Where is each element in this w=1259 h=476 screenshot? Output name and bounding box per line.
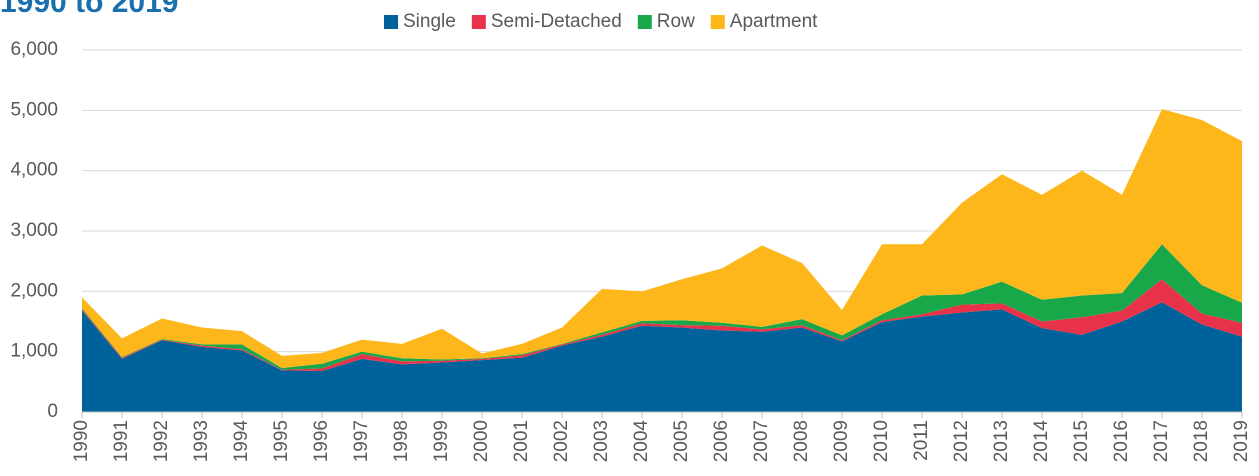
- legend-swatch: [384, 15, 398, 29]
- y-tick-label: 5,000: [10, 99, 58, 120]
- legend-label: Apartment: [730, 11, 818, 32]
- legend-label: Semi-Detached: [491, 11, 622, 32]
- area: [82, 109, 1242, 368]
- y-tick-label: 0: [47, 401, 58, 422]
- x-tick-label: 2011: [911, 420, 932, 461]
- x-tick-label: 2007: [751, 420, 772, 462]
- x-tick-label: 2018: [1191, 420, 1212, 462]
- legend-label: Row: [657, 11, 695, 32]
- area: [82, 279, 1242, 371]
- y-tick-label: 6,000: [10, 39, 58, 60]
- x-tick-label: 2008: [791, 420, 812, 462]
- x-tick-label: 2012: [951, 420, 972, 462]
- x-tick-label: 2006: [711, 420, 732, 462]
- x-tick-label: 1997: [351, 420, 372, 462]
- chart-title: 1990 to 2019: [0, 0, 178, 19]
- y-tick-label: 2,000: [10, 280, 58, 301]
- x-tick-label: 1998: [391, 420, 412, 462]
- x-tick-label: 1996: [311, 420, 332, 462]
- legend-swatch: [637, 15, 652, 29]
- x-tick-label: 2004: [631, 420, 652, 463]
- x-tick-label: 2017: [1151, 420, 1172, 462]
- x-tick-label: 2015: [1071, 420, 1092, 462]
- legend-label: Single: [403, 11, 456, 32]
- x-tick-label: 2001: [511, 420, 532, 462]
- legend-swatch: [471, 15, 486, 29]
- x-tick-label: 1992: [151, 420, 172, 462]
- x-tick-label: 1994: [231, 420, 252, 463]
- area: [82, 302, 1242, 412]
- legend-swatch: [710, 15, 725, 29]
- x-tick-label: 1990: [71, 420, 92, 462]
- x-tick-label: 2005: [671, 420, 692, 462]
- x-tick-label: 2014: [1031, 420, 1052, 463]
- y-tick-label: 4,000: [10, 160, 58, 181]
- y-tick-label: 3,000: [10, 220, 58, 241]
- x-tick-label: 2003: [591, 420, 612, 462]
- x-tick-label: 1991: [111, 420, 132, 462]
- x-tick-label: 2010: [871, 420, 892, 462]
- x-tick-label: 2000: [471, 420, 492, 462]
- area: [82, 244, 1242, 370]
- x-tick-label: 1999: [431, 420, 452, 462]
- x-tick-label: 2013: [991, 420, 1012, 462]
- y-tick-label: 1,000: [10, 341, 58, 362]
- x-tick-label: 1995: [271, 420, 292, 462]
- x-tick-label: 2009: [831, 420, 852, 462]
- x-tick-label: 2016: [1111, 420, 1132, 462]
- x-tick-label: 1993: [191, 420, 212, 462]
- x-tick-label: 2002: [551, 420, 572, 462]
- x-tick-label: 2019: [1231, 420, 1252, 462]
